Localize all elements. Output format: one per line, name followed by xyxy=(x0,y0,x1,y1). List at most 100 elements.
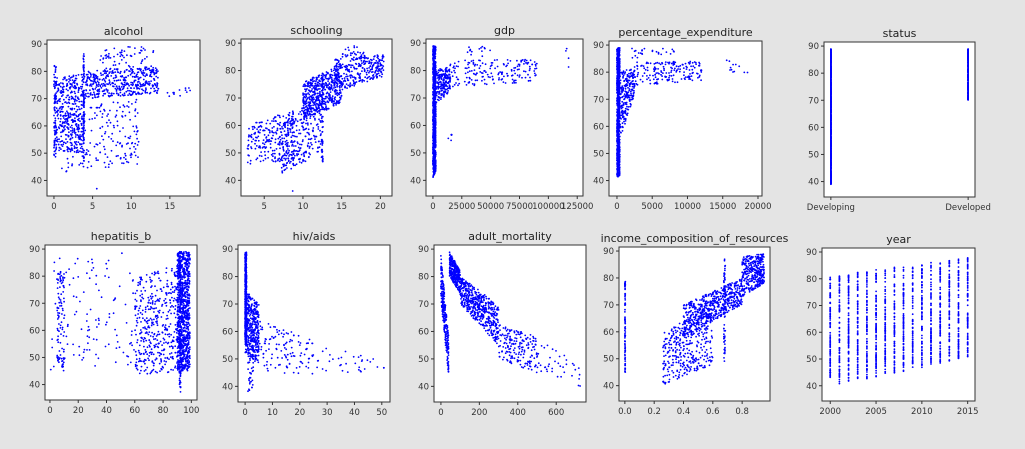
data-point xyxy=(81,147,84,150)
data-point xyxy=(376,75,379,78)
data-point xyxy=(92,80,94,83)
data-point xyxy=(97,159,99,162)
data-point xyxy=(82,81,85,83)
data-point xyxy=(77,151,80,154)
data-point xyxy=(318,106,320,109)
data-point xyxy=(267,134,270,137)
data-point xyxy=(506,72,508,75)
data-point xyxy=(328,86,331,89)
scatter-series xyxy=(246,45,385,192)
data-point xyxy=(80,85,82,88)
data-point xyxy=(464,67,467,69)
data-point xyxy=(314,138,316,141)
data-point xyxy=(320,95,323,98)
data-point xyxy=(116,92,118,95)
data-point xyxy=(116,124,119,127)
data-point xyxy=(307,114,310,116)
data-point xyxy=(330,77,333,79)
data-point xyxy=(116,87,119,90)
data-point xyxy=(313,134,315,137)
data-point xyxy=(58,98,61,101)
data-point xyxy=(279,116,281,119)
data-point xyxy=(299,111,302,113)
data-point xyxy=(59,118,62,120)
data-point xyxy=(149,91,152,94)
data-point xyxy=(141,60,143,63)
data-point xyxy=(293,154,296,157)
data-point xyxy=(153,79,156,81)
data-point xyxy=(142,74,145,77)
data-point xyxy=(332,103,335,105)
data-point xyxy=(496,59,498,61)
data-point xyxy=(324,88,326,91)
data-point xyxy=(617,112,620,115)
data-point xyxy=(128,111,131,114)
data-point xyxy=(328,82,331,85)
data-point xyxy=(343,77,346,79)
data-point xyxy=(125,90,128,93)
data-point xyxy=(61,110,64,113)
data-point xyxy=(472,59,475,62)
data-point xyxy=(71,85,74,87)
data-point xyxy=(296,153,298,155)
data-point xyxy=(139,82,141,84)
data-point xyxy=(348,64,351,66)
data-point xyxy=(285,154,288,157)
data-point xyxy=(618,135,621,138)
data-point xyxy=(74,77,77,80)
data-point xyxy=(68,86,71,89)
data-point xyxy=(111,132,114,135)
data-point xyxy=(312,104,314,107)
data-point xyxy=(467,66,470,69)
data-point xyxy=(107,166,110,169)
data-point xyxy=(292,163,295,166)
data-point xyxy=(282,115,285,118)
data-point xyxy=(291,143,294,146)
data-point xyxy=(89,154,91,156)
data-point xyxy=(81,127,83,130)
data-point xyxy=(334,59,336,61)
data-point xyxy=(130,87,133,89)
data-point xyxy=(82,149,85,152)
data-point xyxy=(314,141,317,144)
data-point xyxy=(377,63,379,65)
data-point xyxy=(77,86,80,89)
data-point xyxy=(112,72,115,74)
data-point xyxy=(71,136,74,139)
data-point xyxy=(533,72,536,75)
data-point xyxy=(309,98,311,101)
data-point xyxy=(286,161,289,164)
data-point xyxy=(285,142,288,145)
data-point xyxy=(311,94,314,97)
data-point xyxy=(381,73,384,76)
data-point xyxy=(74,117,76,119)
data-point xyxy=(122,79,125,82)
data-point xyxy=(55,92,58,94)
data-point xyxy=(291,117,293,120)
data-point xyxy=(346,87,348,89)
data-point xyxy=(309,86,311,89)
data-point xyxy=(106,83,108,85)
data-point xyxy=(338,96,341,99)
data-point xyxy=(85,95,88,97)
data-point xyxy=(342,83,344,86)
data-point xyxy=(54,133,56,136)
data-point xyxy=(434,115,437,118)
data-point xyxy=(62,94,64,96)
data-point xyxy=(65,96,68,99)
data-point xyxy=(355,67,358,70)
data-point xyxy=(128,92,131,95)
data-point xyxy=(435,82,437,84)
data-point xyxy=(319,90,321,93)
data-point xyxy=(104,76,107,79)
data-point xyxy=(353,46,356,49)
data-point xyxy=(494,67,496,70)
data-point xyxy=(86,153,88,156)
data-point xyxy=(250,140,253,143)
data-point xyxy=(616,53,618,56)
data-point xyxy=(307,89,310,92)
data-point xyxy=(118,142,121,145)
data-point xyxy=(124,84,127,86)
data-point xyxy=(291,110,294,113)
data-point xyxy=(454,67,456,70)
